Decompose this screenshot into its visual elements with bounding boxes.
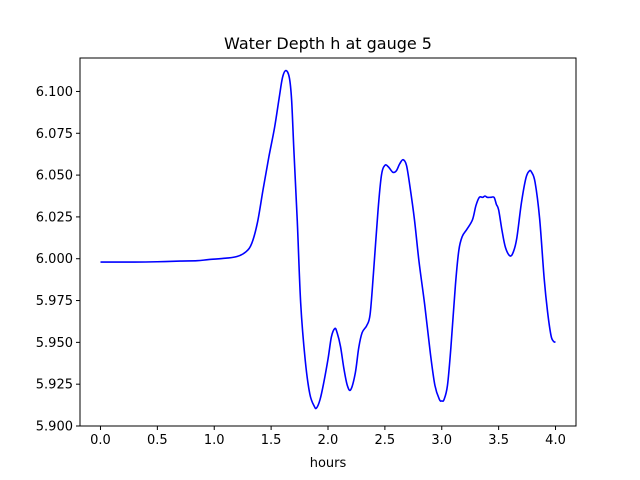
- x-tick-label: 0.0: [90, 433, 111, 448]
- y-tick-label: 5.950: [36, 336, 73, 351]
- y-tick-label: 6.100: [36, 85, 73, 100]
- x-axis-label: hours: [310, 456, 347, 471]
- x-tick-label: 3.5: [488, 433, 509, 448]
- y-tick-label: 5.925: [36, 378, 73, 393]
- series-line: [100, 69, 556, 410]
- y-tick-label: 6.075: [36, 127, 73, 142]
- y-tick-label: 6.025: [36, 210, 73, 225]
- x-axis-ticks: 0.0 0.5 1.0 1.5 2.0 2.5 3.0 3.5 4.0: [90, 426, 566, 448]
- y-tick-label: 5.900: [36, 420, 73, 435]
- y-tick-label: 6.000: [36, 252, 73, 267]
- y-tick-label: 6.050: [36, 169, 73, 184]
- x-tick-label: 1.5: [261, 433, 282, 448]
- x-tick-label: 3.0: [431, 433, 452, 448]
- x-tick-label: 2.0: [318, 433, 339, 448]
- x-tick-label: 1.0: [204, 433, 225, 448]
- x-tick-label: 0.5: [147, 433, 168, 448]
- series-layer: [100, 69, 556, 410]
- x-tick-label: 4.0: [545, 433, 566, 448]
- y-axis-ticks: 5.900 5.925 5.950 5.975 6.000 6.025 6.050 6.075…: [36, 85, 80, 435]
- y-tick-label: 5.975: [36, 294, 73, 309]
- chart-title: Water Depth h at gauge 5: [224, 34, 432, 53]
- x-tick-label: 2.5: [375, 433, 396, 448]
